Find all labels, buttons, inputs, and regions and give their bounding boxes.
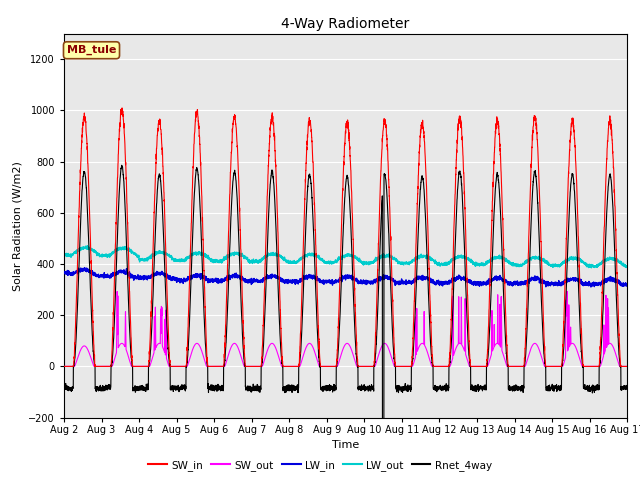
Y-axis label: Solar Radiation (W/m2): Solar Radiation (W/m2): [13, 161, 23, 290]
Text: MB_tule: MB_tule: [67, 45, 116, 55]
X-axis label: Time: Time: [332, 440, 359, 450]
Title: 4-Way Radiometer: 4-Way Radiometer: [282, 17, 410, 31]
Legend: SW_in, SW_out, LW_in, LW_out, Rnet_4way: SW_in, SW_out, LW_in, LW_out, Rnet_4way: [144, 456, 496, 475]
